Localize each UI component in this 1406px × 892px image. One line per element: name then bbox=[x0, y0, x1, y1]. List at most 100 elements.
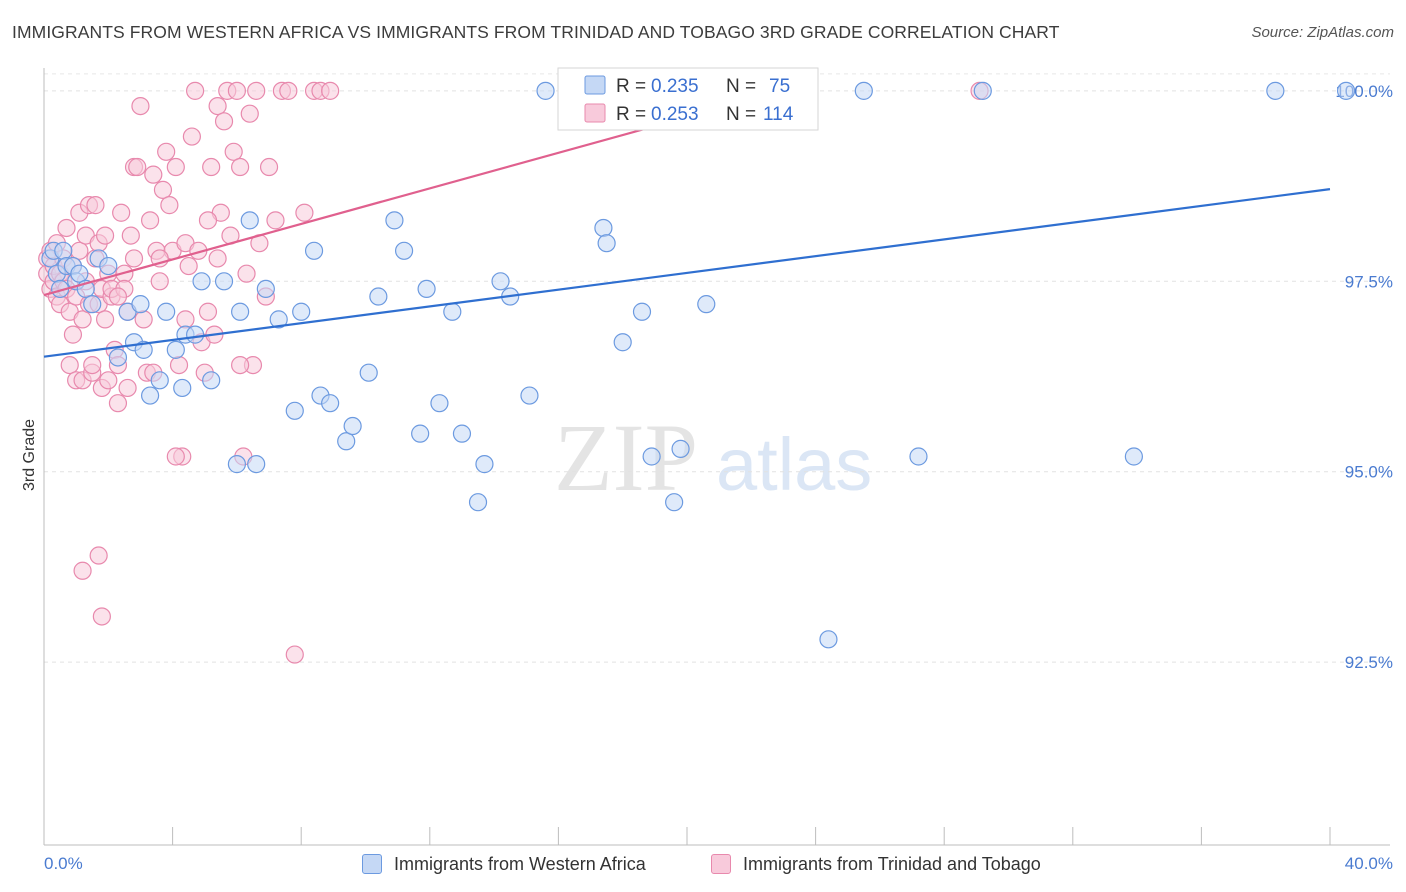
blue-point bbox=[54, 241, 73, 260]
blue-point bbox=[214, 272, 234, 291]
pink-point bbox=[99, 371, 118, 390]
pink-point bbox=[237, 264, 256, 283]
legend-blue-r-value: 0.235 bbox=[651, 76, 699, 97]
blue-point bbox=[491, 272, 510, 291]
legend-pink-n-label: N = bbox=[726, 104, 756, 125]
pink-point bbox=[95, 310, 115, 329]
pink-point bbox=[140, 211, 160, 230]
pink-point bbox=[208, 96, 227, 116]
pink-point bbox=[86, 196, 105, 215]
blue-point bbox=[973, 81, 992, 100]
blue-point bbox=[452, 424, 472, 443]
pink-point bbox=[144, 165, 163, 184]
pink-point bbox=[285, 645, 304, 664]
legend-pink-swatch bbox=[584, 103, 606, 123]
blue-point bbox=[1266, 81, 1285, 100]
pink-point bbox=[128, 157, 147, 177]
blue-point bbox=[99, 256, 118, 276]
blue-point bbox=[321, 394, 340, 413]
blue-point bbox=[157, 302, 176, 321]
pink-point bbox=[157, 142, 176, 161]
blue-point bbox=[337, 432, 356, 451]
blue-point bbox=[613, 333, 632, 352]
pink-point bbox=[124, 249, 144, 268]
pink-point bbox=[231, 157, 250, 177]
blue-point bbox=[417, 279, 436, 299]
pink-point bbox=[150, 272, 169, 291]
pink-point bbox=[131, 96, 150, 116]
y-axis-title: 3rd Grade bbox=[21, 419, 38, 491]
blue-point bbox=[227, 455, 246, 474]
blue-point bbox=[665, 493, 684, 512]
blue-point bbox=[186, 325, 205, 344]
legend-pink-r-value: 0.253 bbox=[651, 104, 699, 125]
blue-point bbox=[411, 424, 430, 443]
blue-point bbox=[468, 493, 488, 512]
blue-point bbox=[430, 394, 449, 413]
pink-point bbox=[166, 447, 185, 466]
source-label: Source: ZipAtlas.com bbox=[1251, 24, 1394, 41]
pink-point bbox=[279, 81, 298, 100]
blue-trend-line bbox=[43, 188, 1331, 358]
pink-point bbox=[198, 211, 218, 230]
blue-point bbox=[597, 234, 616, 253]
pink-point bbox=[166, 157, 185, 177]
axes bbox=[43, 68, 1390, 846]
legend-pink-r-label: R = bbox=[616, 104, 646, 125]
blue-point bbox=[359, 363, 378, 382]
y-tick-label: 95.0% bbox=[1345, 463, 1393, 482]
pink-point bbox=[186, 81, 205, 100]
blue-point bbox=[594, 218, 613, 238]
bottom-legend-blue: Immigrants from Western Africa bbox=[362, 850, 646, 878]
blue-point bbox=[231, 302, 250, 321]
y-tick-label: 92.5% bbox=[1345, 653, 1393, 672]
blue-point bbox=[697, 295, 716, 314]
blue-point bbox=[443, 302, 462, 321]
blue-point bbox=[240, 211, 259, 230]
blue-point bbox=[70, 264, 89, 283]
pink-point bbox=[202, 157, 221, 177]
pink-point bbox=[108, 287, 128, 306]
legend-blue-r-label: R = bbox=[616, 76, 646, 97]
pink-point bbox=[153, 180, 173, 199]
pink-point bbox=[118, 378, 137, 398]
blue-point bbox=[385, 211, 404, 230]
blue-point bbox=[140, 386, 160, 405]
pink-point bbox=[134, 310, 153, 329]
pink-point bbox=[259, 157, 279, 177]
pink-series-points bbox=[38, 81, 989, 664]
pink-point bbox=[240, 104, 259, 123]
pink-point bbox=[214, 112, 234, 131]
pink-point bbox=[83, 355, 102, 375]
blue-point bbox=[632, 302, 652, 321]
blue-point bbox=[854, 81, 873, 100]
blue-point bbox=[83, 295, 102, 314]
pink-point bbox=[160, 196, 179, 215]
pink-point bbox=[112, 203, 131, 222]
pink-point bbox=[70, 241, 89, 260]
blue-point bbox=[1124, 447, 1143, 466]
blue-point bbox=[475, 455, 494, 474]
pink-point bbox=[73, 561, 92, 580]
pink-point bbox=[63, 325, 83, 344]
blue-point bbox=[150, 371, 169, 390]
blue-point bbox=[108, 348, 128, 367]
blue-point bbox=[819, 630, 838, 649]
pink-point bbox=[60, 355, 79, 375]
pink-point bbox=[89, 546, 108, 565]
x-tick-label: 40.0% bbox=[1345, 854, 1393, 873]
legend-pink-n-value: 114 bbox=[763, 104, 794, 125]
pink-point bbox=[179, 256, 198, 276]
pink-point bbox=[182, 127, 201, 146]
blue-point bbox=[256, 279, 275, 299]
blue-point bbox=[394, 241, 414, 260]
blue-point bbox=[909, 447, 928, 466]
blue-point bbox=[131, 295, 150, 314]
watermark: ZIP atlas bbox=[554, 404, 872, 511]
pink-point bbox=[198, 302, 218, 321]
pink-point bbox=[231, 355, 250, 375]
blue-point bbox=[671, 439, 690, 458]
blue-point bbox=[247, 455, 266, 474]
y-tick-labels: 100.0%97.5%95.0%92.5% bbox=[1335, 82, 1393, 672]
